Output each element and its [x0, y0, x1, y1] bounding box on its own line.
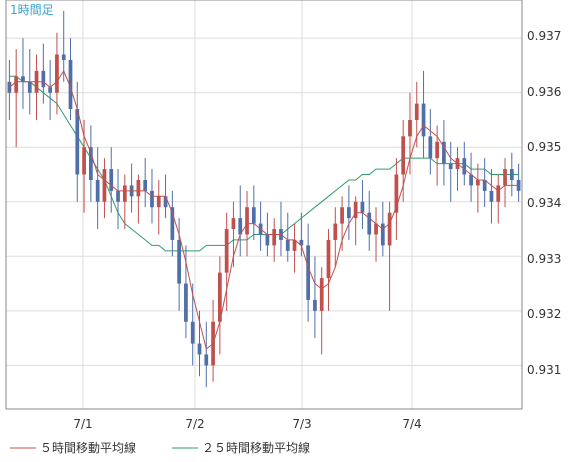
candle-body	[367, 212, 372, 235]
candle-body	[163, 196, 168, 208]
candle-body	[224, 229, 229, 273]
candle-body	[170, 207, 175, 240]
candle-body	[82, 147, 86, 175]
candle-body	[394, 174, 399, 213]
candle-body	[340, 207, 344, 224]
candle-body	[285, 239, 290, 251]
candle-body	[265, 234, 270, 246]
candle-body	[122, 185, 127, 202]
candle-body	[482, 179, 487, 191]
candle-body	[197, 343, 202, 355]
candle-body	[421, 103, 426, 137]
candle-body	[313, 299, 317, 311]
candle-body	[353, 201, 358, 219]
y-tick-label: 0.935	[527, 140, 561, 154]
candle-body	[109, 169, 114, 191]
candle-body	[319, 278, 324, 311]
candle-body	[380, 223, 385, 246]
x-tick-label: 7/1	[73, 417, 92, 431]
ma5-line-layer	[9, 69, 519, 350]
candle-body	[476, 179, 480, 186]
candle-body	[184, 283, 188, 322]
candle-body	[27, 81, 32, 93]
legend-ma5-label: ５時間移動平均線	[40, 440, 136, 455]
y-tick-label: 0.936	[527, 85, 561, 99]
candle-body	[14, 76, 19, 93]
candle-body	[469, 174, 473, 186]
plot-frame	[5, 0, 523, 410]
candle-body	[89, 147, 93, 180]
candle-body	[428, 136, 433, 159]
candle-body	[509, 169, 514, 180]
plot-background	[6, 0, 522, 409]
x-tick-label: 7/2	[185, 417, 204, 431]
candle-body	[68, 59, 73, 110]
candle-body	[326, 239, 331, 279]
ma5-line	[9, 69, 519, 350]
candle-body	[143, 179, 148, 191]
candle-body	[251, 207, 256, 224]
candle-body	[156, 196, 161, 208]
candle-body	[401, 136, 406, 175]
candle-body	[360, 201, 365, 213]
candle-body	[414, 103, 419, 120]
candle-body	[462, 158, 467, 175]
candle-body	[48, 87, 52, 93]
candle-body	[231, 218, 236, 230]
y-tick-label: 0.932	[527, 307, 561, 321]
y-tick-label: 0.931	[527, 363, 561, 377]
candle-body	[116, 190, 120, 202]
candle-body	[55, 54, 59, 93]
candle-body	[347, 207, 351, 219]
candle-body	[503, 169, 507, 186]
legend-ma25-label: ２５時間移動平均線	[202, 440, 310, 455]
candle-body	[333, 223, 338, 240]
candle-body	[61, 54, 66, 60]
candle-body	[292, 239, 297, 251]
candle-body	[496, 185, 501, 202]
candle-body	[204, 354, 209, 366]
x-tick-label: 7/3	[292, 417, 311, 431]
candle-body	[272, 229, 277, 246]
candles-layer	[7, 10, 521, 388]
y-axis-ticks: 0.937 0.936 0.935 0.934 0.933 0.932 0.93…	[527, 29, 561, 377]
candle-body	[245, 207, 249, 235]
candle-body	[448, 163, 453, 170]
x-axis-ticks: 7/1 7/2 7/3 7/4	[73, 417, 421, 431]
candle-body	[21, 76, 25, 82]
y-tick-label: 0.933	[527, 252, 561, 266]
candle-body	[374, 223, 378, 235]
candle-body	[306, 245, 310, 300]
timeframe-label: 1時間足	[10, 3, 54, 17]
y-tick-label: 0.934	[527, 196, 561, 210]
x-tick-label: 7/4	[402, 417, 421, 431]
candle-body	[177, 239, 181, 284]
candle-body	[136, 179, 141, 197]
candle-body	[95, 179, 100, 202]
candle-body	[41, 70, 46, 88]
candle-body	[190, 321, 195, 344]
candle-body	[299, 239, 304, 246]
legend: ５時間移動平均線 ２５時間移動平均線	[10, 440, 310, 455]
candle-body	[218, 272, 222, 322]
candle-body	[516, 179, 521, 191]
candle-body	[102, 169, 107, 202]
candle-body	[408, 119, 412, 137]
candle-body	[442, 141, 446, 164]
candle-body	[75, 109, 80, 175]
y-tick-label: 0.937	[527, 29, 561, 43]
candle-body	[238, 218, 243, 235]
candle-body	[150, 190, 154, 208]
candle-body	[435, 141, 439, 159]
candle-body	[489, 190, 494, 202]
candle-body	[387, 212, 392, 246]
